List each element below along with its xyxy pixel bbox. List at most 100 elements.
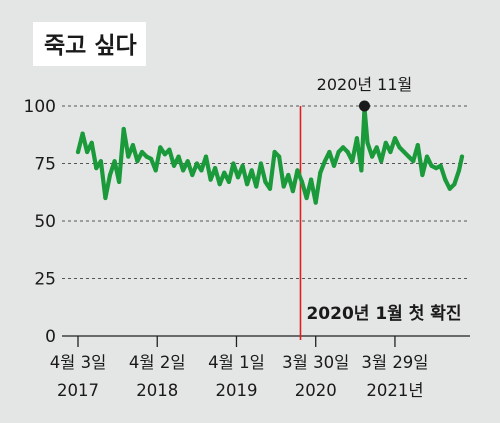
x-tick-year: 2021년 (366, 381, 423, 400)
y-tick-label: 0 (45, 327, 56, 347)
data-point (240, 163, 245, 168)
y-tick-label: 25 (34, 270, 56, 290)
data-point (354, 136, 359, 141)
data-point (443, 177, 448, 182)
data-point (336, 149, 341, 155)
y-axis: 0 25 50 75 100 (24, 97, 56, 347)
data-point (144, 154, 149, 159)
data-point (103, 195, 108, 201)
x-tick-label: 4월 2일 (129, 353, 186, 372)
x-tick-year: 2019 (215, 381, 257, 400)
data-point (318, 170, 323, 175)
data-point (392, 136, 398, 141)
data-point (295, 168, 300, 173)
x-tick-label: 3월 29일 (361, 353, 428, 372)
data-point (89, 140, 94, 145)
data-point (281, 184, 286, 189)
data-point (397, 145, 402, 150)
data-point (309, 177, 314, 182)
data-point (213, 166, 218, 171)
data-point (411, 159, 416, 164)
event-annotation: 2020년 1월 첫 확진 (299, 106, 462, 340)
data-point (456, 168, 462, 173)
data-point (94, 166, 99, 171)
data-point (130, 143, 135, 148)
series-group (75, 106, 465, 205)
data-point (272, 149, 277, 155)
data-point (459, 154, 465, 159)
data-point (286, 172, 291, 178)
data-point (447, 186, 452, 191)
data-point (139, 149, 145, 155)
x-tick-label: 4월 1일 (208, 353, 265, 372)
data-point (222, 170, 227, 175)
data-point (203, 154, 209, 159)
data-point (107, 172, 113, 178)
data-point (171, 163, 177, 168)
data-point (226, 179, 231, 184)
data-point (290, 189, 295, 194)
peak-label: 2020년 11월 (317, 75, 413, 94)
data-point (277, 154, 282, 159)
data-point (190, 172, 195, 178)
data-point (126, 154, 131, 159)
data-point (359, 168, 364, 173)
x-tick-year: 2018 (136, 381, 178, 400)
data-point (249, 168, 254, 173)
data-point (112, 159, 117, 164)
data-point (80, 131, 85, 136)
data-point (424, 154, 430, 159)
x-axis: 4월 3일 2017 4월 2일 2018 4월 1일 2019 3월 30일 2020 3월 … (50, 336, 429, 400)
data-point (176, 154, 181, 159)
data-point (267, 186, 273, 191)
data-point (402, 149, 407, 155)
data-point (365, 140, 370, 145)
x-tick-year: 2017 (57, 381, 99, 400)
chart-title: 죽고 싶다 (44, 33, 137, 59)
data-point (345, 149, 350, 155)
data-point (438, 163, 443, 168)
data-point (420, 172, 425, 178)
data-point (452, 182, 457, 187)
grid-lines (62, 105, 470, 337)
peak-annotation: 2020년 11월 (317, 75, 413, 112)
data-point (331, 163, 337, 168)
data-point (199, 168, 204, 173)
data-point (135, 159, 140, 164)
data-point (158, 145, 163, 150)
data-point (299, 179, 305, 184)
x-tick-year: 2020 (295, 381, 337, 400)
data-point (406, 154, 411, 159)
data-point (374, 145, 379, 150)
data-point (162, 152, 167, 157)
data-point (263, 179, 268, 184)
x-tick-label: 4월 3일 (50, 353, 107, 372)
data-point (415, 143, 420, 148)
data-point (208, 177, 213, 182)
data-point (379, 159, 384, 164)
data-point (341, 145, 346, 150)
y-tick-label: 50 (34, 212, 56, 232)
data-point (231, 161, 236, 166)
data-point (98, 159, 103, 164)
data-point (245, 182, 250, 187)
data-point (370, 154, 375, 159)
event-label: 2020년 1월 첫 확진 (306, 303, 461, 324)
data-point (327, 149, 332, 155)
data-point (185, 159, 190, 164)
data-point (167, 147, 172, 152)
data-point (117, 179, 122, 184)
peak-dot (358, 100, 370, 112)
y-tick-label: 100 (24, 97, 56, 117)
data-point (121, 126, 126, 132)
data-point (304, 195, 309, 201)
data-point (181, 168, 186, 173)
data-point (217, 182, 222, 187)
title-box (33, 22, 146, 66)
data-point (85, 149, 90, 155)
data-point (254, 184, 259, 189)
data-point (322, 159, 327, 164)
x-tick-label: 3월 30일 (282, 353, 349, 372)
data-point (235, 175, 241, 180)
